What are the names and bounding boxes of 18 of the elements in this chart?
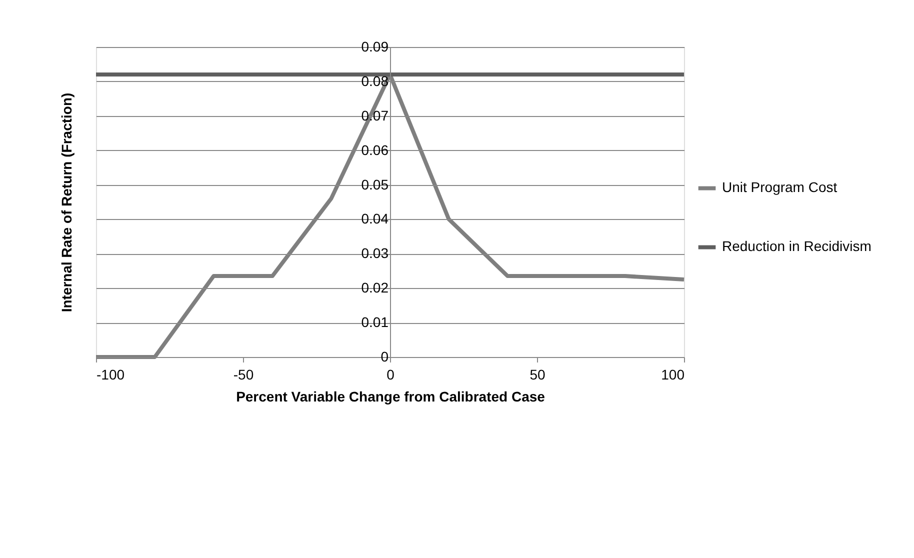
- x-tick-label: -100: [96, 366, 125, 382]
- y-tick-label: 0.04: [361, 210, 389, 227]
- x-tick-label: 100: [661, 366, 685, 382]
- y-tick-label: 0.03: [361, 245, 389, 262]
- x-axis-title: Percent Variable Change from Calibrated Case: [236, 388, 546, 404]
- y-tick-label: 0.02: [361, 280, 389, 296]
- y-axis-title: Internal Rate of Return (Fraction): [58, 92, 74, 312]
- y-tick-label: 0.06: [361, 142, 389, 158]
- y-tick-label: 0.07: [361, 107, 389, 124]
- y-tick-label: 0.05: [361, 176, 389, 192]
- y-tick-label: 0: [380, 348, 389, 364]
- y-tick-label: 0.09: [361, 38, 389, 54]
- y-tick-label: 0.08: [361, 72, 389, 89]
- y-tick-label: 0.01: [361, 314, 389, 330]
- legend-label: Reduction in Recidivism: [722, 238, 872, 254]
- x-tick-label: -50: [233, 366, 254, 382]
- legend-label: Unit Program Cost: [722, 179, 838, 196]
- x-tick-label: 50: [530, 366, 546, 382]
